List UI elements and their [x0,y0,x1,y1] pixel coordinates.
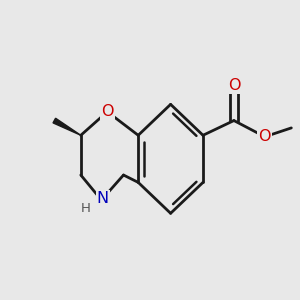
Text: O: O [228,78,240,93]
Text: O: O [101,104,114,119]
Text: O: O [259,129,271,144]
Polygon shape [53,118,81,135]
Text: N: N [97,191,109,206]
Text: H: H [80,202,90,215]
